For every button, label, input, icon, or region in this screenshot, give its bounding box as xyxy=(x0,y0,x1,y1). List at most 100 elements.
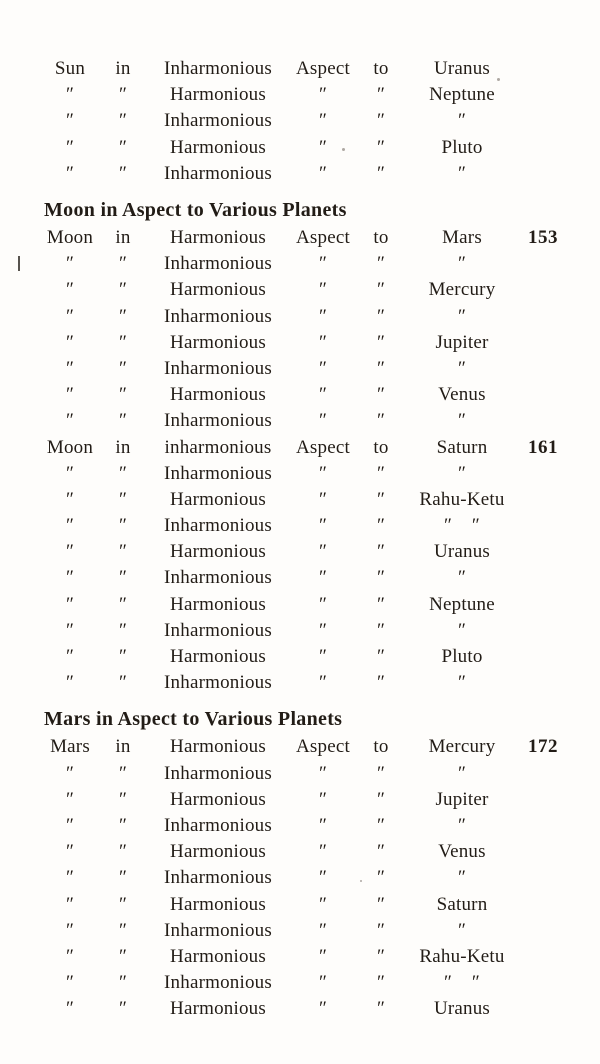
to-cell: ″ xyxy=(376,814,386,836)
in-cell: ″ xyxy=(118,998,128,1020)
in-cell: ″ xyxy=(118,279,128,301)
object-cell: Neptune xyxy=(429,593,495,615)
quality-cell: Harmonious xyxy=(170,384,266,406)
aspect-cell: ″ xyxy=(318,972,328,994)
to-cell: ″ xyxy=(376,331,386,353)
to-cell: ″ xyxy=(376,619,386,641)
subject-cell: ″ xyxy=(65,867,75,889)
in-cell: in xyxy=(115,736,131,758)
to-cell: ″ xyxy=(376,567,386,589)
to-cell: ″ xyxy=(376,162,386,184)
in-cell: ″ xyxy=(118,972,128,994)
quality-cell: Harmonious xyxy=(170,541,266,563)
object-cell: ″ xyxy=(457,919,467,941)
toc-row: ″ ″ Harmonious ″ ″ Venus xyxy=(36,382,600,408)
aspect-cell: ″ xyxy=(318,945,328,967)
moon-aspect-rows: Moon in Harmonious Aspect to Mars 153 ″ ″ Inharmo… xyxy=(36,225,600,696)
object-cell: ″ xyxy=(457,462,467,484)
moon-aspects-section: Moon in Aspect to Various Planets Moon in… xyxy=(36,197,600,696)
in-cell: in xyxy=(115,58,131,80)
quality-cell: Inharmonious xyxy=(164,515,272,537)
aspect-cell: ″ xyxy=(318,488,328,510)
toc-row: ″ ″ Harmonious ″ ″ Rahu-Ketu xyxy=(36,487,600,513)
aspect-cell: ″ xyxy=(318,305,328,327)
aspect-cell: ″ xyxy=(318,762,328,784)
in-cell: ″ xyxy=(118,893,128,915)
object-cell: Venus xyxy=(438,841,486,863)
aspect-cell: ″ xyxy=(318,841,328,863)
sun-aspect-rows: Sun in Inharmonious Aspect to Uranus ″ ″ Harmoni… xyxy=(36,56,600,187)
in-cell: ″ xyxy=(118,305,128,327)
aspect-cell: ″ xyxy=(318,788,328,810)
in-cell: ″ xyxy=(118,646,128,668)
toc-row: ″ ″ Inharmonious ″ ″ ″ xyxy=(36,461,600,487)
quality-cell: Harmonious xyxy=(170,841,266,863)
object-cell: Rahu-Ketu xyxy=(419,945,505,967)
subject-cell: ″ xyxy=(65,893,75,915)
to-cell: ″ xyxy=(376,893,386,915)
quality-cell: Inharmonious xyxy=(164,462,272,484)
to-cell: ″ xyxy=(376,253,386,275)
in-cell: ″ xyxy=(118,541,128,563)
in-cell: ″ xyxy=(118,619,128,641)
subject-cell: ″ xyxy=(65,110,75,132)
quality-cell: Inharmonious xyxy=(164,762,272,784)
to-cell: ″ xyxy=(376,357,386,379)
mars-section-heading: Mars in Aspect to Various Planets xyxy=(44,708,343,731)
in-cell: ″ xyxy=(118,136,128,158)
object-cell: Uranus xyxy=(433,998,491,1020)
aspect-cell: ″ xyxy=(318,136,328,158)
in-cell: ″ xyxy=(118,84,128,106)
to-cell: ″ xyxy=(376,945,386,967)
aspect-cell: Aspect xyxy=(296,227,350,249)
scan-speck xyxy=(342,148,345,151)
object-cell: ″ xyxy=(457,110,467,132)
subject-cell: ″ xyxy=(65,593,75,615)
quality-cell: Harmonious xyxy=(170,736,266,758)
aspect-cell: ″ xyxy=(318,84,328,106)
toc-row: ″ ″ Harmonious ″ ″ Neptune xyxy=(36,592,600,618)
to-cell: ″ xyxy=(376,136,386,158)
to-cell: ″ xyxy=(376,84,386,106)
page-number-cell: 161 xyxy=(528,436,558,458)
subject-cell: ″ xyxy=(65,619,75,641)
to-cell: ″ xyxy=(376,462,386,484)
toc-row: ″ ″ Inharmonious ″ ″ ″ xyxy=(36,108,600,134)
subject-cell: Sun xyxy=(54,58,86,80)
object-cell: ″ xyxy=(457,357,467,379)
aspect-cell: ″ xyxy=(318,867,328,889)
quality-cell: Harmonious xyxy=(170,788,266,810)
quality-cell: Harmonious xyxy=(170,998,266,1020)
scan-speck xyxy=(438,600,441,602)
aspect-cell: ″ xyxy=(318,814,328,836)
aspect-cell: ″ xyxy=(318,567,328,589)
to-cell: ″ xyxy=(376,867,386,889)
scan-speck xyxy=(360,880,362,882)
object-cell: ″ xyxy=(457,814,467,836)
object-cell: Uranus xyxy=(433,58,491,80)
mars-aspects-section: Mars in Aspect to Various Planets Mars in… xyxy=(36,706,600,1022)
to-cell: ″ xyxy=(376,541,386,563)
toc-row: ″ ″ Harmonious ″ ″ Saturn xyxy=(36,891,600,917)
toc-row: Sun in Inharmonious Aspect to Uranus xyxy=(36,56,600,82)
toc-row: ″ ″ Harmonious ″ ″ Jupiter xyxy=(36,330,600,356)
to-cell: ″ xyxy=(376,841,386,863)
object-cell: ″ xyxy=(457,619,467,641)
subject-cell: ″ xyxy=(65,541,75,563)
subject-cell: ″ xyxy=(65,515,75,537)
aspect-cell: ″ xyxy=(318,110,328,132)
subject-cell: ″ xyxy=(65,762,75,784)
toc-row: ″ ″ Harmonious ″ ″ Rahu-Ketu xyxy=(36,944,600,970)
object-cell: Uranus xyxy=(433,541,491,563)
to-cell: ″ xyxy=(376,919,386,941)
quality-cell: Harmonious xyxy=(170,945,266,967)
toc-row: ″ ″ Inharmonious ″ ″ ″ ″ xyxy=(36,970,600,996)
in-cell: ″ xyxy=(118,410,128,432)
subject-cell: ″ xyxy=(65,162,75,184)
subject-cell: ″ xyxy=(65,972,75,994)
toc-row: ″ ″ Inharmonious ″ ″ ″ ″ xyxy=(36,513,600,539)
subject-cell: ″ xyxy=(65,384,75,406)
quality-cell: Inharmonious xyxy=(164,357,272,379)
aspect-cell: ″ xyxy=(318,384,328,406)
aspect-cell: ″ xyxy=(318,593,328,615)
